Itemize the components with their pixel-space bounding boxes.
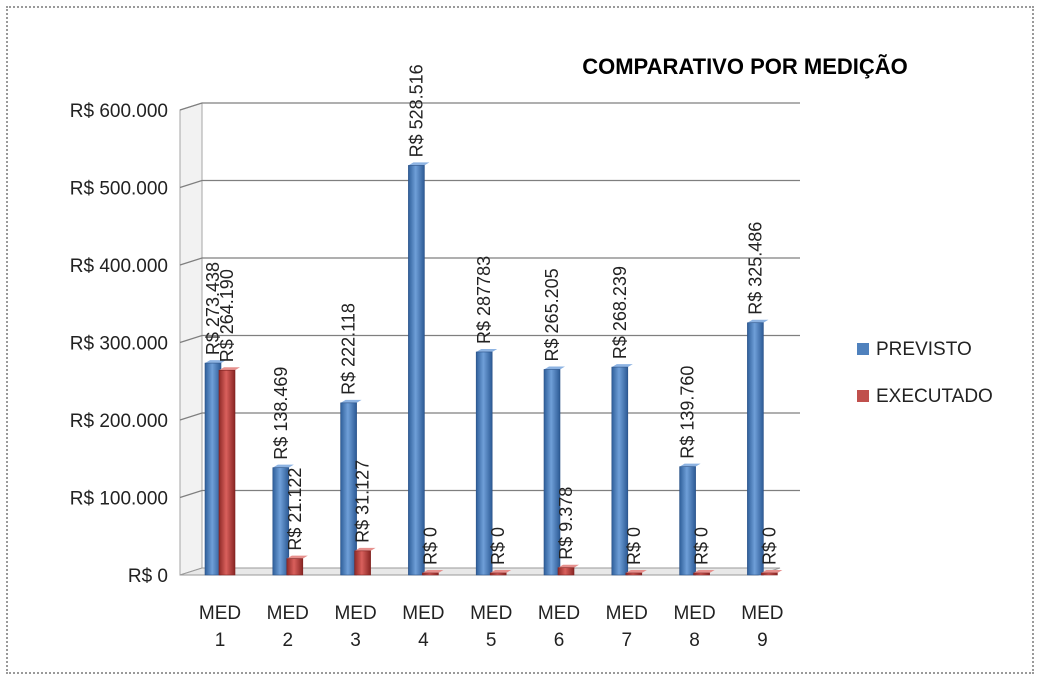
- gridline: [179, 102, 800, 111]
- bar-top: [625, 570, 647, 573]
- data-label: R$ 222.118: [339, 303, 359, 395]
- bar-executado: [693, 572, 710, 576]
- data-label: R$ 264.190: [217, 269, 237, 362]
- bar-previsto: [679, 466, 696, 576]
- bar-top: [272, 464, 294, 468]
- bar-top: [693, 570, 715, 573]
- bar-executado: [557, 567, 575, 576]
- x-tick-label: MED: [470, 603, 512, 624]
- gridline: [179, 257, 800, 266]
- bar-previsto: [408, 165, 425, 576]
- y-tick-label: R$ 300.000: [70, 334, 168, 355]
- bar-previsto: [204, 362, 222, 576]
- chart-title: COMPARATIVO POR MEDIÇÃO: [582, 54, 908, 79]
- x-tick-label: 1: [215, 630, 226, 651]
- bar-top: [476, 348, 498, 352]
- bar-previsto: [340, 402, 357, 576]
- data-label: R$ 265.205: [542, 268, 562, 361]
- y-axis-ticks: R$ 0 R$ 100.000 R$ 200.000 R$ 300.000 R$ 400…: [70, 101, 168, 587]
- x-tick-label: MED: [334, 603, 376, 624]
- bar-top: [558, 564, 579, 568]
- legend-swatch: [857, 343, 869, 355]
- bar-top: [490, 570, 512, 573]
- bar-previsto: [475, 351, 493, 576]
- x-tick-label: 3: [350, 630, 361, 651]
- legend-label: EXECUTADO: [876, 386, 993, 407]
- bar-previsto: [272, 467, 290, 576]
- x-tick-label: 7: [622, 630, 633, 651]
- x-tick-label: MED: [402, 603, 444, 624]
- data-label: R$ 138.469: [271, 367, 291, 460]
- x-tick-label: 2: [283, 630, 294, 651]
- x-tick-label: MED: [267, 603, 309, 624]
- x-tick-label: 4: [418, 630, 429, 651]
- legend-label: PREVISTO: [876, 339, 972, 360]
- bar-top: [422, 570, 444, 573]
- x-tick-label: MED: [606, 603, 648, 624]
- x-tick-label: 6: [554, 630, 565, 651]
- gridline: [179, 489, 800, 499]
- gridline: [179, 179, 800, 189]
- data-label: R$ 0: [759, 527, 779, 565]
- x-tick-label: MED: [673, 603, 715, 624]
- x-axis-ticks: MED 1 MED 2 MED 3 MED 4 MED 5 MED 6 MED 7 MED 8 MED 9: [199, 603, 784, 651]
- legend-swatch: [857, 390, 869, 402]
- bar-executado: [761, 572, 778, 576]
- x-tick-label: 5: [486, 630, 497, 651]
- data-label: R$ 0: [420, 527, 440, 565]
- bar-top: [354, 547, 376, 551]
- bar-executado: [489, 572, 507, 576]
- legend: PREVISTO EXECUTADO: [857, 339, 993, 407]
- bar-top: [611, 364, 633, 368]
- data-label: R$ 21.122: [285, 468, 305, 551]
- data-label: R$ 273.438: [203, 262, 223, 355]
- bar-top: [544, 366, 565, 370]
- bar-previsto: [611, 366, 629, 576]
- x-tick-label: MED: [741, 603, 783, 624]
- bar-previsto: [747, 322, 764, 576]
- bar-top: [747, 319, 769, 323]
- y-tick-label: R$ 600.000: [70, 101, 168, 122]
- gridline: [179, 334, 800, 344]
- data-label: R$ 31.127: [353, 460, 373, 543]
- bar-executado: [422, 572, 439, 576]
- y-tick-label: R$ 500.000: [70, 179, 168, 200]
- x-tick-label: 8: [689, 630, 700, 651]
- bars: [204, 162, 783, 576]
- y-tick-label: R$ 0: [128, 566, 168, 587]
- bar-top: [286, 555, 308, 559]
- bar-executado: [218, 369, 236, 576]
- data-label: R$ 268.239: [610, 266, 630, 359]
- x-tick-label: MED: [199, 603, 241, 624]
- data-label: R$ 528.516: [406, 64, 426, 157]
- bar-executado: [354, 550, 371, 576]
- y-tick-label: R$ 200.000: [70, 411, 168, 432]
- bar-top: [340, 399, 362, 403]
- data-label: R$ 287783: [474, 256, 494, 344]
- data-label: R$ 9.378: [556, 487, 576, 560]
- bar-executado: [286, 558, 304, 576]
- data-label: R$ 0: [624, 527, 644, 565]
- bar-top: [219, 367, 240, 371]
- bar-top: [205, 360, 226, 364]
- gridline: [179, 412, 800, 421]
- bar-top: [408, 162, 430, 166]
- data-label: R$ 0: [692, 527, 712, 565]
- bar-executado: [625, 572, 643, 576]
- x-tick-label: 9: [757, 630, 768, 651]
- x-tick-label: MED: [538, 603, 580, 624]
- bar-previsto: [543, 369, 561, 576]
- data-label: R$ 325.486: [745, 222, 765, 315]
- bar-top: [761, 570, 783, 573]
- y-tick-label: R$ 400.000: [70, 256, 168, 277]
- data-label: R$ 139.760: [678, 366, 698, 459]
- bar-top: [679, 463, 701, 467]
- chart-frame: [6, 6, 1034, 674]
- data-label: R$ 0: [488, 527, 508, 565]
- y-tick-label: R$ 100.000: [70, 489, 168, 510]
